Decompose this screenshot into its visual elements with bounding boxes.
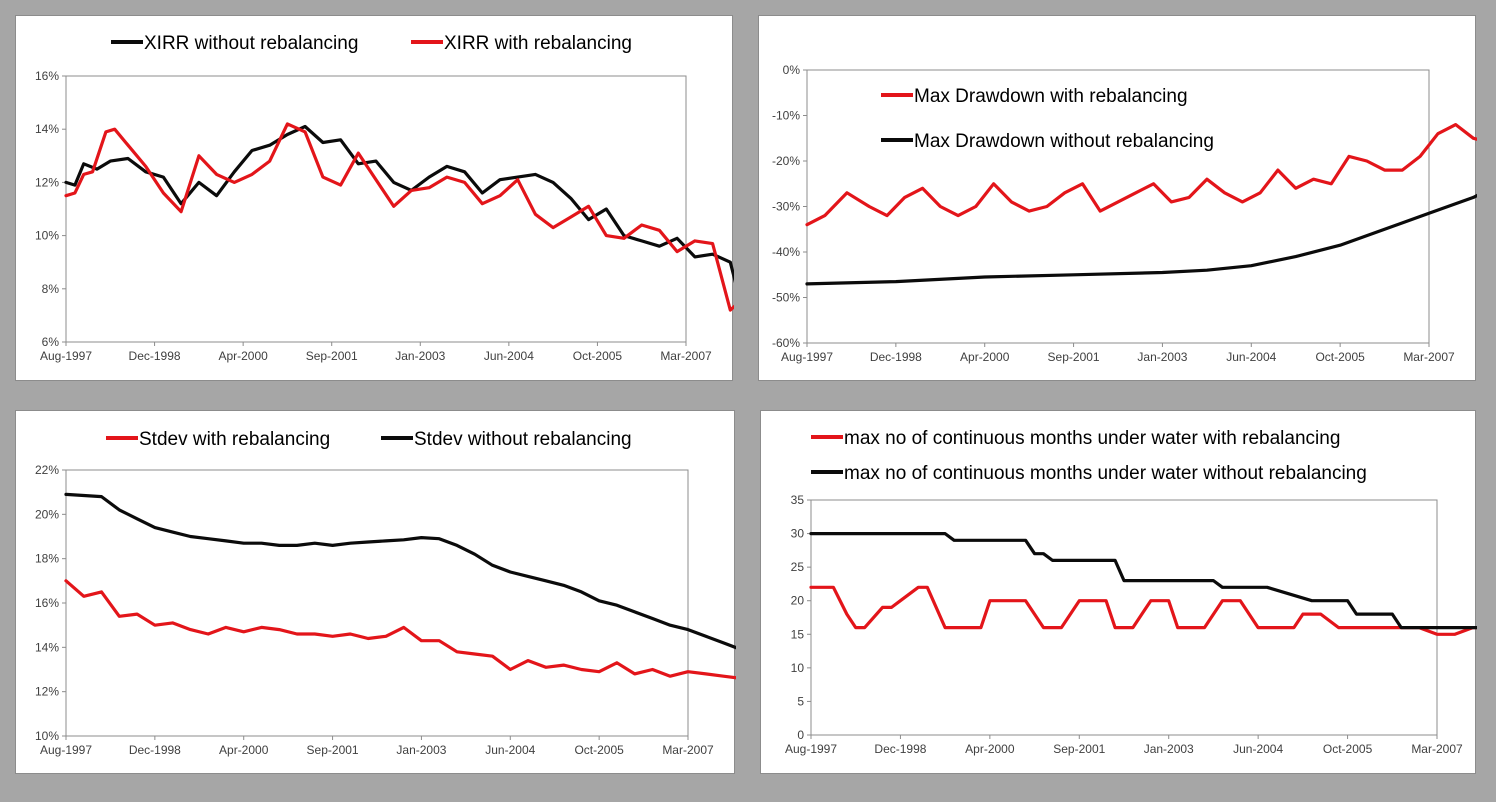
x-tick-label: Aug-1997: [40, 349, 92, 363]
months-under-water-chart: 0 5 10 15 20 25 30 35 Aug-1997 Dec-1998 Apr-2000 Se…: [785, 428, 1477, 756]
y-tick-label: 20: [791, 594, 805, 608]
y-tick-label: 30: [791, 527, 805, 541]
x-tick-label: Dec-1998: [129, 743, 181, 757]
series-line-black: [809, 531, 1477, 630]
legend-label: Stdev without rebalancing: [414, 429, 632, 450]
legend-label: Max Drawdown with rebalancing: [914, 86, 1188, 107]
y-tick-label: 10%: [35, 229, 59, 243]
max-drawdown-chart-panel: -60% -50% -40% -30% -20% -10% 0% Aug-1997 Dec-19…: [758, 15, 1477, 381]
x-tick-label: Jun-2004: [1233, 742, 1283, 756]
y-tick-label: -50%: [772, 291, 800, 305]
stdev-chart: 10% 12% 14% 16% 18% 20% 22% Aug-1997 Dec-1998 Apr…: [35, 429, 736, 757]
x-tick-label: Mar-2007: [660, 349, 712, 363]
y-tick-label: 35: [791, 493, 805, 507]
x-tick-label: Mar-2007: [662, 743, 714, 757]
x-tick-label: Dec-1998: [874, 742, 926, 756]
x-tick-label: Sep-2001: [307, 743, 359, 757]
legend-label: Stdev with rebalancing: [139, 429, 330, 450]
y-tick-label: 12%: [35, 175, 59, 189]
y-tick-label: 14%: [35, 122, 59, 136]
months-under-water-chart-panel: 0 5 10 15 20 25 30 35 Aug-1997 Dec-1998 Apr-2000 Se…: [760, 410, 1477, 774]
y-tick-label: -10%: [772, 109, 800, 123]
x-tick-label: Aug-1997: [785, 742, 837, 756]
series-line-black: [64, 124, 734, 284]
y-tick-label: 18%: [35, 552, 59, 566]
x-tick-label: Jun-2004: [484, 349, 534, 363]
xirr-chart: 6% 8% 10% 12% 14% 16% Aug-1997 Dec-1998 Apr-2000…: [35, 33, 734, 363]
series-line-red: [64, 122, 734, 312]
y-tick-label: 16%: [35, 69, 59, 83]
plot-area: [65, 75, 687, 343]
series-line-red: [809, 585, 1477, 636]
x-tick-label: Oct-2005: [574, 743, 624, 757]
legend-label: max no of continuous months under water …: [844, 463, 1367, 484]
plot-area: [65, 469, 689, 737]
y-tick-label: 0: [797, 728, 804, 742]
x-tick-label: Mar-2007: [1411, 742, 1463, 756]
y-tick-label: 22%: [35, 463, 59, 477]
x-tick-label: Sep-2001: [1053, 742, 1105, 756]
x-tick-label: Oct-2005: [1315, 350, 1365, 364]
stdev-chart-panel: 10% 12% 14% 16% 18% 20% 22% Aug-1997 Dec-1998 Apr…: [15, 410, 736, 774]
x-tick-label: Aug-1997: [781, 350, 833, 364]
x-tick-label: Apr-2000: [960, 350, 1010, 364]
x-tick-label: Jan-2003: [395, 349, 445, 363]
x-tick-label: Oct-2005: [573, 349, 623, 363]
x-tick-label: Sep-2001: [306, 349, 358, 363]
y-tick-label: 15: [791, 627, 805, 641]
y-tick-label: 5: [797, 694, 804, 708]
legend-label: XIRR without rebalancing: [144, 33, 358, 54]
x-tick-label: Mar-2007: [1403, 350, 1455, 364]
series-line-black: [805, 193, 1477, 286]
x-tick-label: Apr-2000: [965, 742, 1015, 756]
max-drawdown-chart: -60% -50% -40% -30% -20% -10% 0% Aug-1997 Dec-19…: [772, 63, 1477, 364]
x-tick-label: Jan-2003: [1137, 350, 1187, 364]
y-tick-label: -60%: [772, 336, 800, 350]
y-tick-label: 8%: [42, 282, 60, 296]
y-tick-label: 14%: [35, 640, 59, 654]
y-tick-label: -20%: [772, 154, 800, 168]
series-line-red: [805, 122, 1477, 227]
series-line-black: [64, 492, 736, 650]
x-tick-label: Sep-2001: [1048, 350, 1100, 364]
y-tick-label: 16%: [35, 596, 59, 610]
x-tick-label: Jan-2003: [1144, 742, 1194, 756]
legend-label: max no of continuous months under water …: [844, 428, 1340, 449]
xirr-chart-panel: 6% 8% 10% 12% 14% 16% Aug-1997 Dec-1998 Apr-2000…: [15, 15, 734, 381]
y-tick-label: 10: [791, 661, 805, 675]
plot-area: [806, 69, 1430, 344]
y-tick-label: 10%: [35, 729, 59, 743]
x-tick-label: Dec-1998: [870, 350, 922, 364]
y-tick-label: -40%: [772, 245, 800, 259]
series-line-red: [64, 579, 736, 680]
x-tick-label: Jan-2003: [396, 743, 446, 757]
x-tick-label: Oct-2005: [1323, 742, 1373, 756]
x-tick-label: Dec-1998: [129, 349, 181, 363]
x-tick-label: Jun-2004: [1226, 350, 1276, 364]
y-tick-label: 6%: [42, 335, 60, 349]
x-tick-label: Apr-2000: [218, 349, 268, 363]
legend-label: Max Drawdown without rebalancing: [914, 131, 1214, 152]
x-tick-label: Aug-1997: [40, 743, 92, 757]
x-tick-label: Apr-2000: [219, 743, 269, 757]
y-tick-label: 20%: [35, 507, 59, 521]
plot-area: [810, 499, 1438, 736]
legend-label: XIRR with rebalancing: [444, 33, 632, 54]
y-tick-label: -30%: [772, 200, 800, 214]
y-tick-label: 25: [791, 560, 805, 574]
y-tick-label: 12%: [35, 685, 59, 699]
x-tick-label: Jun-2004: [485, 743, 535, 757]
y-tick-label: 0%: [783, 63, 801, 77]
